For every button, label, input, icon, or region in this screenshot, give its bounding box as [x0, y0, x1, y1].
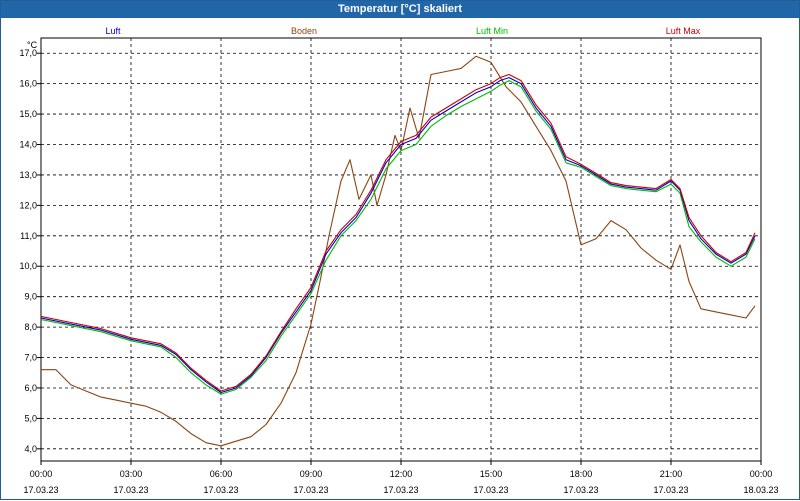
x-tick-date-label: 17.03.23 — [23, 485, 58, 495]
series-line-luft-max — [40, 73, 756, 392]
y-tick-label: 8,0 — [24, 322, 37, 332]
x-tick-date-label: 17.03.23 — [203, 485, 238, 495]
series-line-boden — [41, 55, 756, 447]
legend-boden: Boden — [291, 26, 317, 36]
legend-luft-max: Luft Max — [666, 26, 701, 36]
x-tick-time-label: 00:00 — [30, 469, 53, 479]
y-axis-unit-label: °C — [27, 40, 38, 50]
series-line-luft — [40, 77, 756, 394]
y-tick-label: 4,0 — [24, 444, 37, 454]
y-tick-label: 5,0 — [24, 413, 37, 423]
y-tick-label: 9,0 — [24, 292, 37, 302]
y-tick-label: 14,0 — [19, 140, 37, 150]
y-tick-label: 11,0 — [20, 231, 37, 241]
x-tick-time-label: 21:00 — [660, 469, 683, 479]
y-tick-label: 10,0 — [19, 261, 37, 271]
y-tick-label: 7,0 — [24, 353, 37, 363]
x-tick-date-label: 18.03.23 — [743, 485, 778, 495]
series-line-luft-min — [40, 80, 756, 395]
x-tick-date-label: 17.03.23 — [473, 485, 508, 495]
x-tick-time-label: 09:00 — [300, 469, 323, 479]
y-tick-label: 6,0 — [24, 383, 37, 393]
legend-luft-min: Luft Min — [476, 26, 508, 36]
y-tick-label: 17,0 — [19, 48, 37, 58]
x-tick-time-label: 18:00 — [570, 469, 593, 479]
y-tick-label: 16,0 — [19, 79, 37, 89]
y-tick-label: 15,0 — [19, 109, 37, 119]
x-tick-date-label: 17.03.23 — [113, 485, 148, 495]
x-tick-time-label: 15:00 — [480, 469, 503, 479]
x-tick-date-label: 17.03.23 — [293, 485, 328, 495]
x-tick-time-label: 00:00 — [750, 469, 773, 479]
x-tick-date-label: 17.03.23 — [653, 485, 688, 495]
x-tick-date-label: 17.03.23 — [383, 485, 418, 495]
y-tick-label: 13,0 — [19, 170, 37, 180]
chart-title: Temperatur [°C] skaliert — [1, 1, 799, 18]
x-tick-time-label: 03:00 — [120, 469, 143, 479]
legend-luft: Luft — [105, 26, 121, 36]
x-tick-time-label: 06:00 — [210, 469, 233, 479]
x-tick-date-label: 17.03.23 — [563, 485, 598, 495]
x-tick-time-label: 12:00 — [390, 469, 413, 479]
y-tick-label: 12,0 — [19, 200, 37, 210]
